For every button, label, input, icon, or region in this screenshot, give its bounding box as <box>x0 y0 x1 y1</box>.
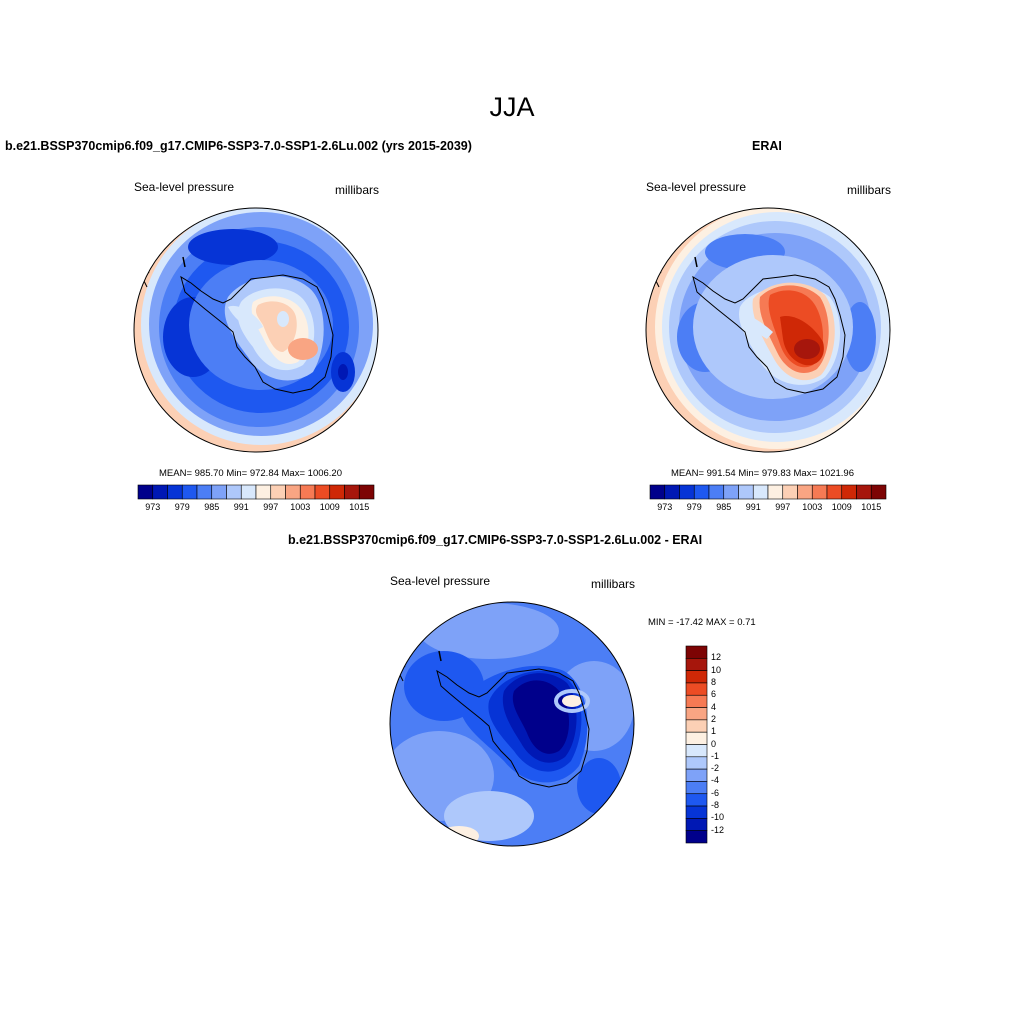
colorbar-tick-label: 979 <box>686 502 702 512</box>
panel3-polar-map <box>389 601 635 847</box>
colorbar-box <box>344 484 360 500</box>
colorbar-tick-label: 4 <box>711 701 717 712</box>
figure-title: JJA <box>489 92 535 122</box>
colorbar-tick-label: -1 <box>711 750 720 761</box>
colorbar-box <box>685 682 708 696</box>
panel2-title: ERAI <box>752 139 782 153</box>
colorbar-box <box>685 694 708 708</box>
colorbar-tick-label: -6 <box>711 787 720 798</box>
colorbar-tick-label: 12 <box>711 652 722 663</box>
colorbar-tick-label: 973 <box>657 502 673 512</box>
colorbar-tick-label: 991 <box>745 502 761 512</box>
colorbar-tick-label: 2 <box>711 713 717 724</box>
colorbar-tick-label: 973 <box>145 502 161 512</box>
colorbar-tick-label: -4 <box>711 775 720 786</box>
colorbar-box <box>723 484 739 500</box>
colorbar-box <box>240 484 257 500</box>
colorbar-box <box>797 484 813 500</box>
colorbar-box <box>685 830 708 844</box>
colorbar-tick-label: 1009 <box>319 502 340 512</box>
colorbar-box <box>685 707 708 721</box>
panel1-variable-label: Sea-level pressure <box>134 180 235 194</box>
colorbar-tick-label: 10 <box>711 664 722 675</box>
colorbar-tick-label: 0 <box>711 738 717 749</box>
colorbar-tick-label: -8 <box>711 800 720 811</box>
panel1-polar-map <box>133 207 379 453</box>
colorbar-box <box>685 805 708 819</box>
colorbar-box <box>685 744 708 758</box>
colorbar-box <box>299 484 316 500</box>
panel3-colorbar <box>685 645 708 844</box>
colorbar-tick-label: 8 <box>711 676 717 687</box>
colorbar-tick-label: -10 <box>711 812 725 823</box>
colorbar-tick-label: 997 <box>775 502 791 512</box>
colorbar-box <box>285 484 301 500</box>
colorbar-box <box>685 731 708 745</box>
colorbar-box <box>137 484 154 500</box>
colorbar-box <box>767 484 784 500</box>
colorbar-tick-label: 979 <box>174 502 190 512</box>
colorbar-box <box>811 484 828 500</box>
colorbar-box <box>255 484 272 500</box>
colorbar-box <box>152 484 168 500</box>
panel2-variable-label: Sea-level pressure <box>646 180 747 194</box>
colorbar-box <box>841 484 857 500</box>
colorbar-tick-label: -12 <box>711 824 725 835</box>
colorbar-tick-label: 985 <box>716 502 732 512</box>
panel3-units-label: millibars <box>591 577 636 591</box>
colorbar-box <box>358 484 375 500</box>
colorbar-tick-label: 1009 <box>831 502 852 512</box>
colorbar-tick-label: -2 <box>711 763 720 774</box>
colorbar-tick-label: 985 <box>204 502 220 512</box>
panel1-stats: MEAN= 985.70 Min= 972.84 Max= 1006.20 <box>159 468 342 479</box>
panel1-units-label: millibars <box>335 183 380 197</box>
colorbar-box <box>679 484 695 500</box>
panel3-title: b.e21.BSSP370cmip6.f09_g17.CMIP6-SSP3-7.… <box>288 533 703 547</box>
panel3-variable-label: Sea-level pressure <box>390 574 491 588</box>
colorbar-box <box>211 484 227 500</box>
colorbar-box <box>870 484 887 500</box>
colorbar-tick-label: 991 <box>233 502 249 512</box>
panel1-title: b.e21.BSSP370cmip6.f09_g17.CMIP6-SSP3-7.… <box>5 139 472 153</box>
colorbar-box <box>270 484 286 500</box>
colorbar-box <box>685 658 708 671</box>
colorbar-box <box>685 818 708 831</box>
colorbar-box <box>708 484 725 500</box>
colorbar-box <box>226 484 242 500</box>
colorbar-tick-label: 1015 <box>349 502 370 512</box>
colorbar-box <box>685 756 708 770</box>
colorbar-tick-label: 1003 <box>802 502 823 512</box>
colorbar-box <box>181 484 198 500</box>
colorbar-box <box>685 793 708 807</box>
colorbar-box <box>826 484 843 500</box>
colorbar-box <box>685 768 708 782</box>
panel2-colorbar <box>649 484 887 500</box>
colorbar-box <box>685 781 708 795</box>
colorbar-box <box>649 484 666 500</box>
panel1-colorbar <box>137 484 375 500</box>
colorbar-box <box>782 484 798 500</box>
colorbar-box <box>685 670 708 684</box>
colorbar-box <box>738 484 754 500</box>
panel2-units-label: millibars <box>847 183 892 197</box>
colorbar-box <box>314 484 331 500</box>
colorbar-tick-label: 1015 <box>861 502 882 512</box>
panel2-stats: MEAN= 991.54 Min= 979.83 Max= 1021.96 <box>671 468 854 479</box>
colorbar-box <box>664 484 680 500</box>
colorbar-box <box>167 484 183 500</box>
colorbar-tick-label: 6 <box>711 689 717 700</box>
panel2-polar-map <box>645 207 891 453</box>
colorbar-box <box>856 484 872 500</box>
colorbar-tick-label: 997 <box>263 502 279 512</box>
panel3-stats: MIN = -17.42 MAX = 0.71 <box>648 617 756 628</box>
colorbar-box <box>693 484 710 500</box>
colorbar-tick-label: 1 <box>711 726 717 737</box>
colorbar-box <box>196 484 213 500</box>
colorbar-tick-label: 1003 <box>290 502 311 512</box>
colorbar-box <box>752 484 769 500</box>
colorbar-box <box>685 719 708 733</box>
colorbar-box <box>329 484 345 500</box>
colorbar-box <box>685 645 708 659</box>
